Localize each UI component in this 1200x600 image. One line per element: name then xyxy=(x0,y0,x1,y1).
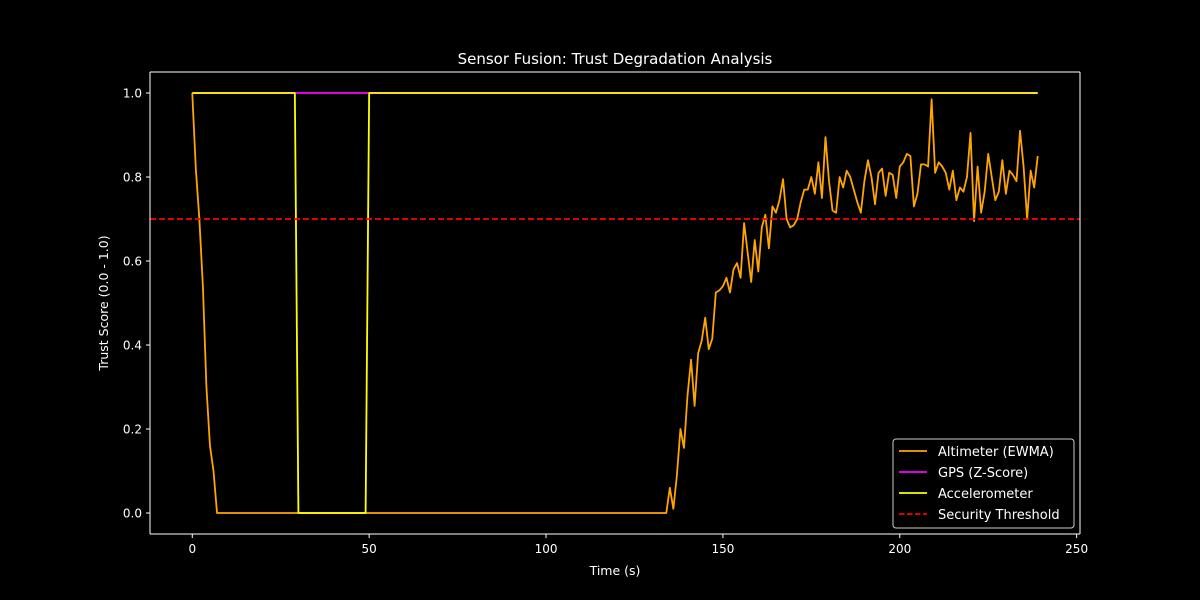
x-tick-label: 200 xyxy=(888,542,911,556)
legend-item-accelerometer: Accelerometer xyxy=(899,487,1033,502)
y-tick-label: 0.6 xyxy=(123,255,142,269)
y-tick-label: 1.0 xyxy=(123,87,142,101)
legend-item-altimeter: Altimeter (EWMA) xyxy=(899,445,1054,460)
legend-label: Security Threshold xyxy=(938,508,1060,523)
y-tick-label: 0.8 xyxy=(123,171,142,185)
y-axis: 0.0 0.2 0.4 0.6 0.8 1.0 xyxy=(123,87,150,521)
y-tick-label: 0.2 xyxy=(123,423,142,437)
plot-area xyxy=(149,71,1081,535)
legend-item-security-threshold: Security Threshold xyxy=(899,508,1060,523)
legend: Altimeter (EWMA) GPS (Z-Score) Accelerom… xyxy=(892,438,1075,529)
x-axis-label: Time (s) xyxy=(589,563,641,578)
y-axis-label: Trust Score (0.0 - 1.0) xyxy=(96,235,111,371)
series-layer xyxy=(150,92,1080,514)
legend-frame xyxy=(892,438,1075,529)
legend-item-gps: GPS (Z-Score) xyxy=(899,466,1028,481)
legend-label: GPS (Z-Score) xyxy=(938,466,1028,481)
x-axis: 0 50 100 150 200 250 xyxy=(188,534,1088,556)
x-tick-label: 150 xyxy=(711,542,734,556)
legend-label: Accelerometer xyxy=(938,487,1033,502)
chart-title: Sensor Fusion: Trust Degradation Analysi… xyxy=(458,50,773,68)
accelerometer-line xyxy=(192,92,1038,514)
y-tick-label: 0.4 xyxy=(123,339,142,353)
x-tick-label: 250 xyxy=(1065,542,1088,556)
x-tick-label: 100 xyxy=(535,542,558,556)
axes-spines xyxy=(149,71,1081,535)
legend-label: Altimeter (EWMA) xyxy=(938,445,1054,460)
y-tick-label: 0.0 xyxy=(123,507,142,521)
x-tick-label: 50 xyxy=(362,542,377,556)
x-tick-label: 0 xyxy=(188,542,196,556)
